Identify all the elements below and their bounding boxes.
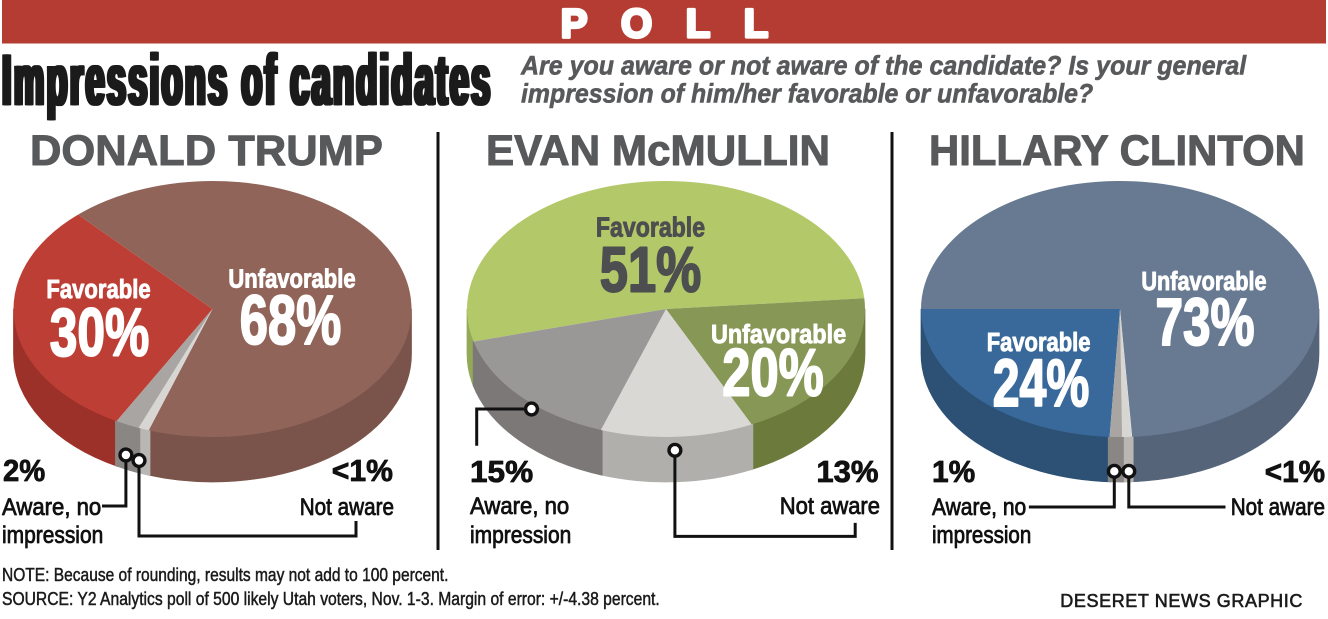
svg-text:Unfavorable: Unfavorable <box>228 265 355 294</box>
svg-text:Favorable: Favorable <box>46 275 150 304</box>
svg-text:<1%: <1% <box>1265 455 1325 489</box>
svg-text:51%: 51% <box>600 235 701 306</box>
svg-text:SOURCE: Y2 Analytics poll of 5: SOURCE: Y2 Analytics poll of 500 likely … <box>2 588 660 610</box>
svg-text:15%: 15% <box>470 454 533 489</box>
svg-text:2%: 2% <box>3 454 45 488</box>
svg-text:Favorable: Favorable <box>596 213 705 244</box>
svg-text:68%: 68% <box>240 281 342 359</box>
svg-text:POLL: POLL <box>561 2 802 46</box>
svg-text:Impressions of candidates: Impressions of candidates <box>2 41 493 120</box>
svg-text:13%: 13% <box>816 454 878 489</box>
svg-text:NOTE: Because of rounding, res: NOTE: Because of rounding, results may n… <box>2 565 448 586</box>
svg-text:Aware, no: Aware, no <box>470 492 569 519</box>
svg-text:Impressions of candidates: Impressions of candidates <box>4 41 495 120</box>
svg-text:Unfavorable: Unfavorable <box>711 321 846 349</box>
svg-text:Aware, no: Aware, no <box>932 494 1026 521</box>
svg-text:impression: impression <box>470 522 571 549</box>
svg-text:impression: impression <box>932 522 1031 549</box>
svg-text:1%: 1% <box>932 455 975 490</box>
svg-text:<1%: <1% <box>332 454 393 488</box>
svg-text:Favorable: Favorable <box>987 328 1091 357</box>
svg-text:DESERET NEWS GRAPHIC: DESERET NEWS GRAPHIC <box>1060 591 1303 611</box>
svg-text:DONALD TRUMP: DONALD TRUMP <box>30 127 383 175</box>
svg-text:impression of him/her favorabl: impression of him/her favorable or unfav… <box>521 78 1093 109</box>
svg-text:Aware, no: Aware, no <box>2 493 101 520</box>
svg-text:30%: 30% <box>50 294 149 370</box>
svg-text:HILLARY CLINTON: HILLARY CLINTON <box>929 126 1305 174</box>
svg-text:20%: 20% <box>722 335 823 411</box>
svg-text:EVAN McMULLIN: EVAN McMULLIN <box>486 127 830 175</box>
svg-text:24%: 24% <box>993 346 1090 421</box>
svg-text:Unfavorable: Unfavorable <box>1141 267 1266 296</box>
svg-text:impression: impression <box>2 522 103 549</box>
svg-text:73%: 73% <box>1155 286 1254 360</box>
svg-text:Are you aware or not aware of: Are you aware or not aware of the candid… <box>520 50 1247 81</box>
svg-text:Not aware: Not aware <box>300 494 394 521</box>
svg-text:Not aware: Not aware <box>780 492 880 519</box>
svg-text:Impressions of candidates: Impressions of candidates <box>0 41 491 120</box>
svg-text:Not aware: Not aware <box>1231 494 1325 521</box>
